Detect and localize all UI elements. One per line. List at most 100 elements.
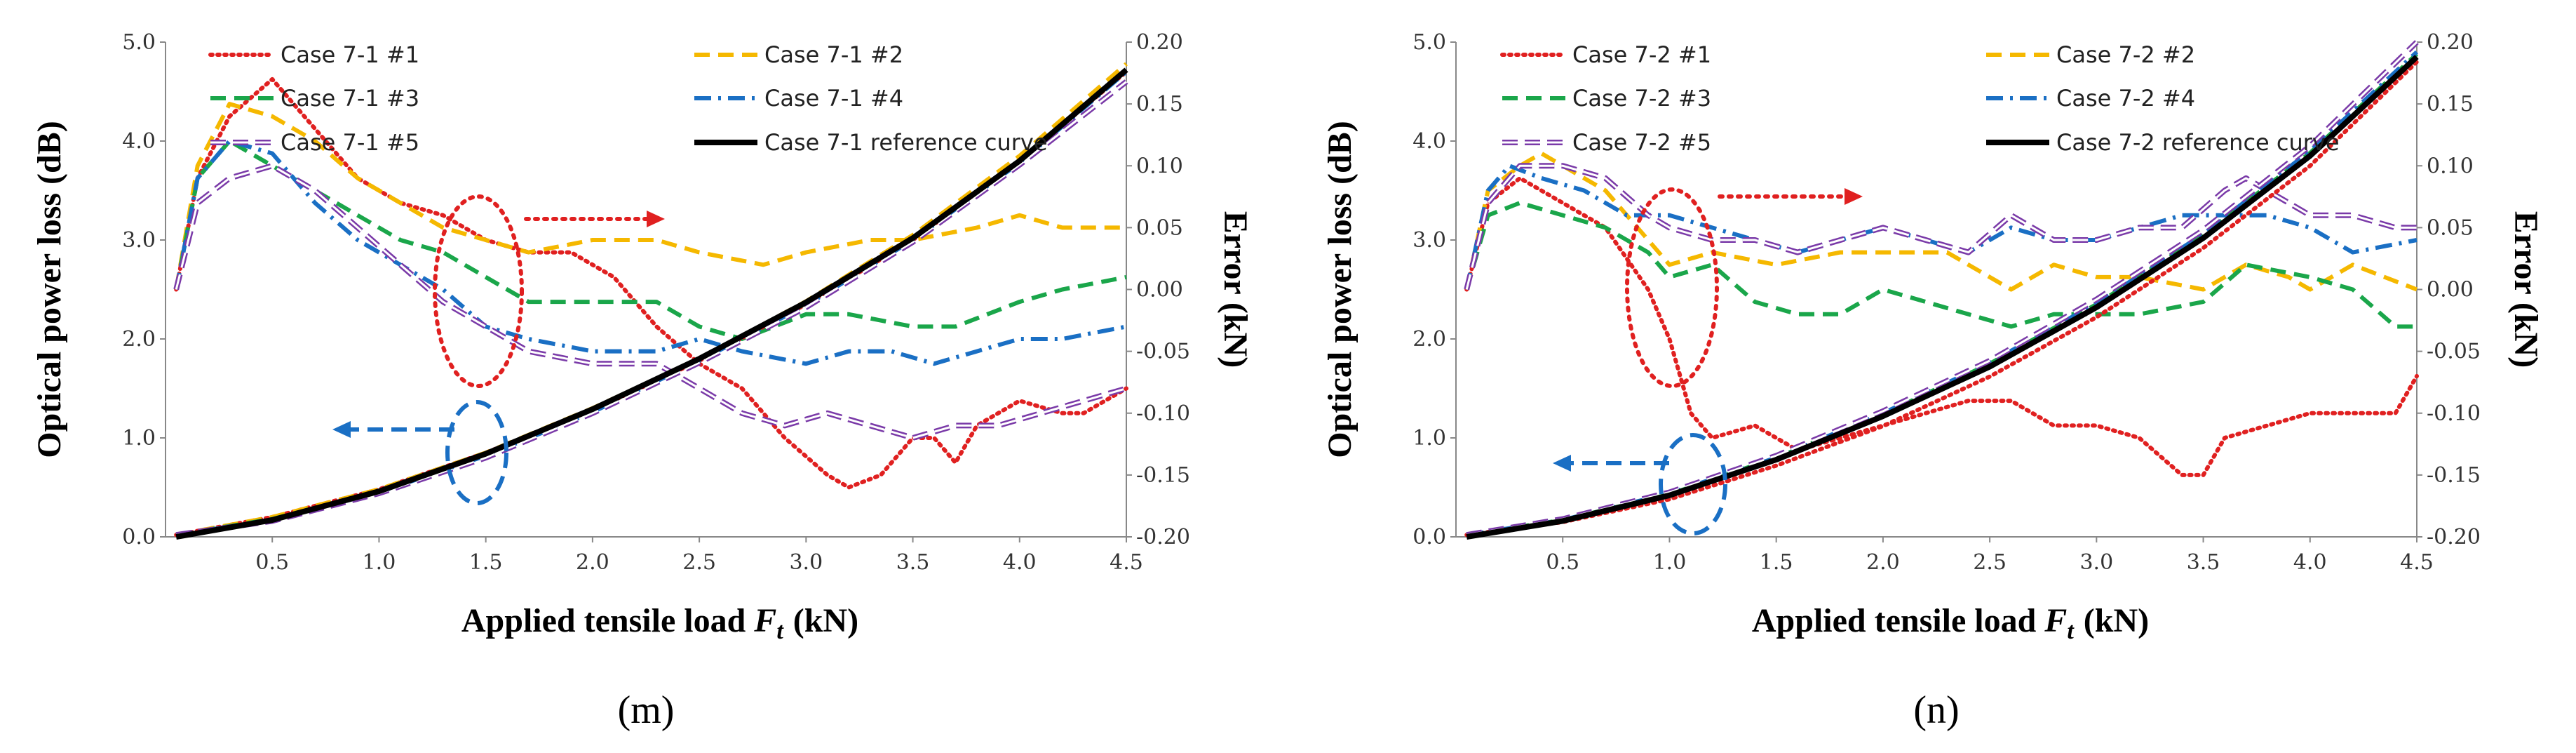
x-tick-label: 1.5 <box>469 550 503 575</box>
x-tick-label: 1.5 <box>1760 550 1793 575</box>
y2-tick-label: 0.00 <box>2427 278 2474 302</box>
x-axis-label-main: Applied tensile load <box>461 602 746 639</box>
right-axis-arrow-head <box>1845 188 1863 205</box>
y-tick-label: 2.0 <box>1412 327 1446 352</box>
x-axis-label-main: Applied tensile load <box>1752 602 2037 639</box>
y2-axis-label: Error (kN) <box>2507 211 2544 368</box>
y-tick-label: 1.0 <box>122 426 156 451</box>
x-axis-label-var: F <box>753 602 776 639</box>
error-series-line-5-inner <box>175 164 1127 439</box>
x-tick-label: 3.5 <box>2187 550 2220 575</box>
load-series-line-5-inner <box>1466 41 2418 536</box>
load-series-line-5 <box>1466 40 2419 538</box>
error-series-line-3 <box>1464 201 2417 329</box>
error-series-line-1 <box>174 76 1128 490</box>
y2-tick-label: 0.05 <box>1136 215 1183 240</box>
legend-entry: Case 7-2 #4 <box>1986 85 2195 112</box>
x-tick-label: 3.0 <box>2079 550 2113 575</box>
panel-label: (m) <box>618 688 675 732</box>
error-series-line-4 <box>174 139 1127 366</box>
left-axis-arrow-head <box>332 421 351 438</box>
load-group-ellipse <box>1659 433 1727 535</box>
y2-tick-label: 0.20 <box>2427 30 2474 55</box>
legend-entry: Case 7-1 #3 <box>210 85 419 112</box>
y-tick-label: 0.0 <box>1412 525 1446 549</box>
legend-entry: Case 7-2 #2 <box>1986 41 2195 68</box>
load-series-line-5-inner <box>175 81 1127 536</box>
legend-entry: Case 7-1 #2 <box>694 41 903 68</box>
x-axis-label-sub: t <box>2067 618 2075 644</box>
x-tick-label: 2.0 <box>576 550 609 575</box>
legend-entry: Case 7-2 #5 <box>1502 129 1711 156</box>
load-series-line-5-outer <box>1466 40 2419 538</box>
x-axis-label: Applied tensile load Ft (kN) <box>461 602 858 644</box>
legend-label: Case 7-2 reference curve <box>2056 129 2340 156</box>
y2-axis-label: Error (kN) <box>1217 211 1254 368</box>
y2-tick-label: 0.10 <box>2427 154 2474 178</box>
y2-tick-label: -0.05 <box>1136 340 1190 364</box>
legend-label: Case 7-1 #1 <box>281 41 419 68</box>
error-group-ellipse <box>433 194 524 388</box>
legend-entry: Case 7-2 #3 <box>1502 85 1711 112</box>
y-tick-label: 3.0 <box>122 228 156 253</box>
legend-label: Case 7-2 #1 <box>1572 41 1711 68</box>
x-tick-label: 4.5 <box>2400 550 2434 575</box>
y-tick-label: 5.0 <box>1412 30 1446 55</box>
chart-panel-m: 0.0 1.0 2.0 3.0 4.0 5.0 -0.20 -0.15 -0.10 -0.05 0.… <box>31 30 1254 732</box>
legend-entry: Case 7-2 reference curve <box>1986 129 2340 156</box>
y-tick-label: 3.0 <box>1412 228 1446 253</box>
legend-entry: Case 7-1 #5 <box>210 129 419 156</box>
legend-label: Case 7-1 #4 <box>764 85 903 112</box>
legend-entry: Case 7-1 reference curve <box>694 129 1048 156</box>
legend-label: Case 7-1 #5 <box>281 129 419 156</box>
x-tick-label: 2.5 <box>1973 550 2007 575</box>
load-group-ellipse <box>445 400 508 505</box>
right-axis-arrow-head <box>647 211 665 227</box>
y2-tick-label: 0.15 <box>2427 92 2474 116</box>
x-tick-label: 4.5 <box>1110 550 1143 575</box>
error-series-line-5 <box>173 163 1128 441</box>
legend-entry: Case 7-1 #4 <box>694 85 903 112</box>
y2-tick-label: -0.20 <box>2427 525 2481 549</box>
x-tick-label: 3.0 <box>789 550 823 575</box>
x-axis-label: Applied tensile load Ft (kN) <box>1752 602 2149 644</box>
x-tick-label: 3.5 <box>896 550 930 575</box>
error-group-ellipse <box>1625 187 1719 388</box>
y-axis-label: Optical power loss (dB) <box>1321 121 1358 458</box>
legend-label: Case 7-2 #2 <box>2056 41 2195 68</box>
left-axis-arrow-head <box>1553 455 1571 472</box>
legend-entry: Case 7-1 #1 <box>208 41 419 68</box>
y-tick-label: 2.0 <box>122 327 156 352</box>
x-axis-label-space <box>2036 602 2044 639</box>
y-tick-label: 1.0 <box>1412 426 1446 451</box>
y-tick-label: 5.0 <box>122 30 156 55</box>
x-tick-label: 2.5 <box>682 550 716 575</box>
panel-label: (n) <box>1913 688 1959 732</box>
y2-tick-label: -0.10 <box>1136 401 1190 426</box>
y2-tick-label: 0.20 <box>1136 30 1183 55</box>
legend-label: Case 7-1 #2 <box>764 41 903 68</box>
legend-label: Case 7-1 #3 <box>281 85 419 112</box>
legend-label: Case 7-2 #3 <box>1572 85 1711 112</box>
y2-tick-label: 0.00 <box>1136 278 1183 302</box>
x-tick-label: 0.5 <box>1546 550 1579 575</box>
y2-tick-label: -0.15 <box>1136 463 1190 488</box>
chart-panel-n: 0.0 1.0 2.0 3.0 4.0 5.0 -0.20 -0.15 -0.10 -0.05 0.… <box>1321 30 2544 732</box>
legend-label: Case 7-1 reference curve <box>764 129 1048 156</box>
x-axis-label-unit: (kN) <box>2084 602 2149 639</box>
x-axis-label-sub: t <box>776 618 784 644</box>
y2-tick-label: 0.10 <box>1136 154 1183 178</box>
x-tick-label: 1.0 <box>363 550 396 575</box>
error-series-line-1 <box>1464 175 2419 477</box>
x-axis-label-unit: (kN) <box>793 602 858 639</box>
y2-tick-label: -0.20 <box>1136 525 1190 549</box>
y2-tick-label: -0.05 <box>2427 340 2481 364</box>
y-tick-label: 4.0 <box>1412 129 1446 154</box>
y2-tick-label: 0.15 <box>1136 92 1183 116</box>
load-series-line-5 <box>175 79 1128 538</box>
legend-label: Case 7-2 #4 <box>2056 85 2195 112</box>
x-tick-label: 1.0 <box>1653 550 1687 575</box>
y-tick-label: 0.0 <box>122 525 156 549</box>
legend-entry: Case 7-2 #1 <box>1500 41 1711 68</box>
x-tick-label: 4.0 <box>1003 550 1037 575</box>
